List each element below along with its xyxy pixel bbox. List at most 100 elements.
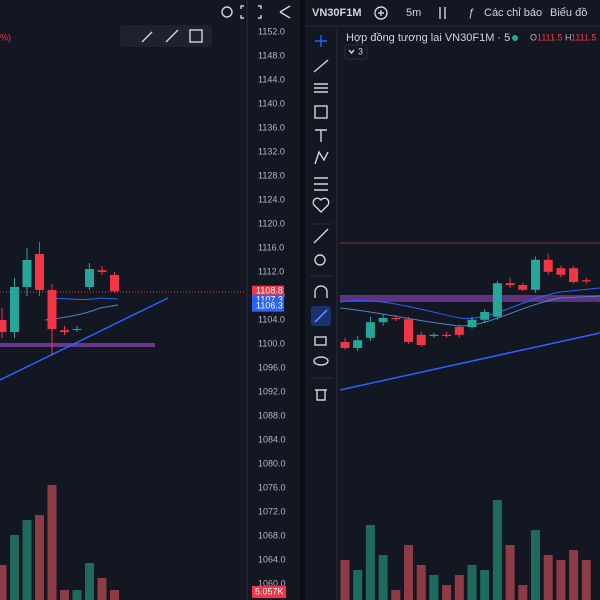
indicators-button[interactable]: Các chỉ báo: [484, 7, 542, 19]
volume-bar: [581, 560, 591, 600]
legend-high: 1111.5: [571, 32, 597, 42]
moving-average: [339, 287, 600, 319]
top-toolbar: [305, 0, 600, 26]
text-tool[interactable]: [315, 129, 327, 142]
volume-bar: [505, 545, 515, 600]
volume-bar: [543, 555, 553, 600]
pen-tool[interactable]: [141, 31, 153, 43]
volume-bar: [35, 515, 44, 600]
candle-body: [543, 259, 553, 272]
candle-body: [454, 327, 464, 335]
volume-bar: [0, 565, 7, 600]
pane-divider: [300, 0, 305, 600]
volume-bar: [442, 585, 452, 600]
hide-tool[interactable]: [313, 356, 329, 366]
volume-bar: [60, 590, 69, 600]
y-tick-label: 1080.0: [258, 458, 286, 468]
candle-body: [404, 319, 413, 342]
settings-button[interactable]: [221, 6, 233, 18]
y-tick-label: 1072.0: [258, 506, 286, 516]
share-button[interactable]: [279, 5, 291, 19]
candle-body: [556, 268, 566, 275]
caret: [348, 49, 355, 55]
volume-bar: [467, 565, 477, 600]
candle-body: [72, 328, 82, 330]
chart-menu-button[interactable]: Biểu đồ: [550, 7, 587, 19]
volume-bar: [569, 550, 579, 600]
candle-body: [340, 342, 350, 348]
candle-body: [531, 259, 540, 290]
candle-body: [581, 280, 591, 282]
candle-body: [429, 334, 439, 336]
candle-body: [353, 340, 363, 348]
legend-high-label: H: [565, 32, 572, 42]
chart-controls: [120, 5, 291, 47]
candle-body: [85, 268, 94, 287]
y-tick-label: 1096.0: [258, 362, 286, 372]
zoom-tool[interactable]: [314, 254, 326, 266]
candle-body: [391, 318, 401, 320]
legend-open: 1111.5: [537, 32, 563, 42]
candle-body: [467, 319, 477, 327]
price-tag-label: 1107.3: [256, 295, 283, 305]
candle-body: [97, 270, 107, 272]
candle-body: [60, 330, 69, 332]
candle-body: [416, 334, 426, 345]
candle-body: [569, 268, 579, 282]
lock-tool[interactable]: [314, 336, 327, 346]
shape-tool[interactable]: [314, 105, 328, 119]
volume-bar: [340, 560, 350, 600]
volume-bar: [365, 525, 375, 600]
pattern-tool[interactable]: [314, 150, 329, 165]
y-tick-label: 1064.0: [258, 554, 286, 564]
y-tick-label: 1068.0: [258, 530, 286, 540]
legend-count: 3: [358, 46, 363, 56]
legend-collapse[interactable]: [344, 44, 368, 60]
fib-tool[interactable]: [314, 83, 328, 93]
favorites-tool[interactable]: [312, 197, 330, 213]
volume-bar: [47, 485, 57, 600]
candle-body: [47, 289, 57, 329]
volume-bar: [353, 570, 363, 600]
symbol-button[interactable]: VN30F1M: [312, 7, 362, 19]
candle-body: [365, 322, 375, 338]
volume-bar: [556, 560, 566, 600]
trendline-tool[interactable]: [313, 59, 329, 73]
price-tag: [252, 294, 284, 306]
crosshair-tool[interactable]: [315, 35, 327, 47]
toolbar-bg: [305, 27, 337, 600]
zone-band: [0, 343, 155, 347]
y-tick-label: 1128.0: [258, 170, 285, 180]
drawing-tools: [120, 25, 212, 47]
y-tick-label: 1140.0: [258, 98, 285, 108]
volume-bar: [110, 590, 119, 600]
y-tick-label: 1100.0: [258, 338, 285, 348]
candle-body: [518, 285, 528, 290]
chart-type-button[interactable]: [439, 7, 446, 19]
volume-bar: [72, 590, 82, 600]
stay-drawing-icon: [314, 309, 328, 323]
y-tick-label: 1152.0: [258, 26, 285, 36]
rect-tool[interactable]: [189, 29, 203, 43]
line-tool[interactable]: [165, 29, 179, 43]
interval-button[interactable]: 5m: [406, 7, 421, 19]
left-toolbar: [305, 27, 338, 600]
legend-open-label: O: [530, 32, 537, 42]
candle-body: [480, 312, 490, 320]
measure-tool[interactable]: [313, 228, 329, 244]
candle-body: [492, 283, 502, 317]
volume-bar: [85, 563, 94, 600]
market-status: [512, 35, 518, 41]
fullscreen-button[interactable]: [240, 5, 262, 19]
volume-bar: [391, 590, 401, 600]
delete-tool[interactable]: [315, 389, 327, 401]
volume-bar: [10, 535, 19, 600]
add-symbol[interactable]: [374, 6, 388, 20]
magnet-tool[interactable]: [314, 285, 328, 298]
candle-body: [110, 274, 119, 292]
y-tick-label: 1120.0: [258, 218, 285, 228]
candle-body: [442, 334, 452, 336]
prediction-tool[interactable]: [314, 177, 328, 191]
volume-bar: [454, 575, 464, 600]
